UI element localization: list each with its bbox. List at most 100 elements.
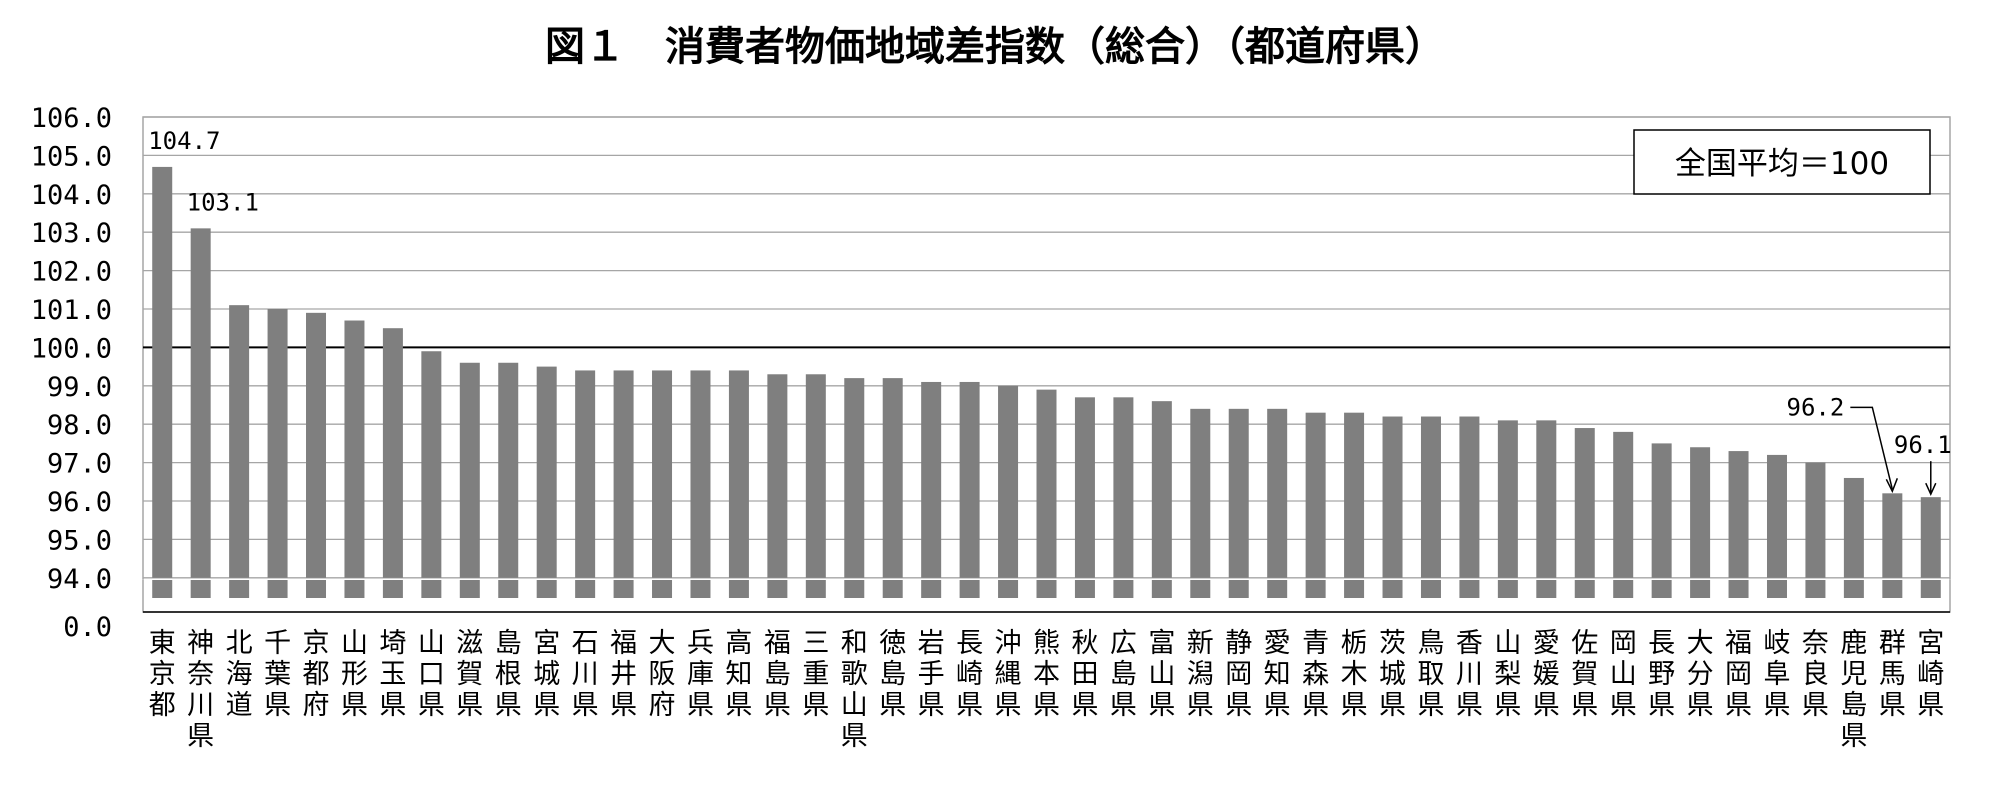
bar-base-segment — [1344, 580, 1365, 598]
category-label-char: 京 — [303, 628, 330, 659]
category-label: 大分県 — [1687, 628, 1714, 721]
category-label-char: 県 — [187, 721, 214, 752]
category-label-char: 三 — [802, 628, 829, 659]
y-tick-label: 99.0 — [47, 372, 112, 403]
legend: 全国平均＝100 — [1633, 129, 1931, 195]
category-label: 滋賀県 — [456, 628, 483, 721]
category-label: 秋田県 — [1071, 628, 1098, 721]
y-tick-label: 104.0 — [31, 180, 112, 211]
category-label: 長崎県 — [956, 628, 983, 721]
category-label: 鳥取県 — [1417, 628, 1444, 721]
category-label-char: 山 — [1494, 628, 1521, 659]
category-label-char: 県 — [341, 690, 368, 721]
category-label: 愛知県 — [1264, 628, 1291, 721]
category-label-char: 神 — [187, 628, 214, 659]
bar — [613, 370, 634, 578]
bar — [959, 381, 980, 578]
category-label: 高知県 — [725, 628, 752, 721]
category-label-char: 滋 — [456, 628, 483, 659]
category-label-char: 県 — [995, 690, 1022, 721]
bar-base-segment — [1690, 580, 1711, 598]
category-label-char: 岩 — [918, 628, 945, 659]
category-label-char: 川 — [572, 659, 599, 690]
category-label-char: 県 — [572, 690, 599, 721]
category-label-char: 県 — [533, 690, 560, 721]
category-label: 福島県 — [764, 628, 791, 721]
category-label-char: 新 — [1187, 628, 1214, 659]
bar-base-segment — [1113, 580, 1134, 598]
category-label-char: 愛 — [1264, 628, 1291, 659]
category-label-char: 広 — [1110, 628, 1137, 659]
category-label: 京都府 — [303, 628, 330, 721]
category-label-char: 本 — [1033, 659, 1060, 690]
category-label-char: 県 — [1802, 690, 1829, 721]
category-label: 岡山県 — [1610, 628, 1637, 721]
category-label-char: 県 — [1187, 690, 1214, 721]
bar — [190, 228, 211, 578]
category-label: 岐阜県 — [1763, 628, 1790, 721]
bar — [1074, 397, 1095, 578]
category-label-char: 山 — [418, 628, 445, 659]
category-label: 栃木県 — [1341, 628, 1368, 721]
bar-base-segment — [690, 580, 711, 598]
category-label: 北海道 — [226, 628, 253, 721]
category-label: 長野県 — [1648, 628, 1675, 721]
category-label-char: 海 — [226, 659, 253, 690]
category-label-char: 宮 — [1917, 628, 1944, 659]
bar — [728, 370, 749, 578]
category-label-char: 縄 — [995, 659, 1022, 690]
bar-base-segment — [1536, 580, 1557, 598]
category-label-char: 県 — [956, 690, 983, 721]
y-tick-label: 106.0 — [31, 103, 112, 134]
category-labels: 東京都神奈川県北海道千葉県京都府山形県埼玉県山口県滋賀県島根県宮城県石川県福井県… — [149, 628, 1945, 752]
category-label-char: 福 — [610, 628, 637, 659]
data-label: 104.7 — [148, 127, 220, 155]
category-label-char: 沖 — [995, 628, 1022, 659]
category-label: 千葉県 — [264, 628, 291, 721]
category-label: 島根県 — [495, 628, 522, 721]
bar-base-segment — [1805, 580, 1826, 598]
category-label-char: 崎 — [1917, 659, 1944, 690]
category-label-char: 県 — [495, 690, 522, 721]
category-label-char: 葉 — [264, 659, 291, 690]
bar — [1344, 412, 1365, 578]
category-label: 佐賀県 — [1571, 628, 1598, 721]
category-label-char: 県 — [1148, 690, 1175, 721]
category-label: 兵庫県 — [687, 628, 714, 721]
bar — [1190, 408, 1211, 578]
bar — [459, 362, 480, 578]
category-label-char: 木 — [1341, 659, 1368, 690]
category-label-char: 口 — [418, 659, 445, 690]
category-label-char: 井 — [610, 659, 637, 690]
bar — [1382, 416, 1403, 578]
bar-base-segment — [190, 580, 211, 598]
bar — [921, 381, 942, 578]
category-label: 徳島県 — [879, 628, 906, 721]
category-label: 埼玉県 — [379, 628, 406, 721]
category-label-char: 森 — [1302, 659, 1329, 690]
bar — [1574, 428, 1595, 578]
bar-base-segment — [1151, 580, 1172, 598]
category-label-char: 埼 — [379, 628, 406, 659]
category-label-char: 県 — [1494, 690, 1521, 721]
bar — [1497, 420, 1518, 578]
category-label-char: 県 — [1225, 690, 1252, 721]
category-label-char: 長 — [956, 628, 983, 659]
category-label-char: 兵 — [687, 628, 714, 659]
bar-base-segment — [267, 580, 288, 598]
bar-base-segment — [1766, 580, 1787, 598]
bar — [1805, 462, 1826, 578]
category-label-char: 県 — [725, 690, 752, 721]
category-label-char: 県 — [1110, 690, 1137, 721]
category-label-char: 梨 — [1494, 659, 1521, 690]
category-label-char: 野 — [1648, 659, 1675, 690]
category-label-char: 都 — [149, 690, 176, 721]
bar — [421, 351, 442, 578]
bar — [1843, 477, 1864, 578]
bar-base-segment — [652, 580, 673, 598]
category-label-char: 道 — [226, 690, 253, 721]
category-label-char: 県 — [841, 721, 868, 752]
category-label-char: 県 — [1264, 690, 1291, 721]
category-label-char: 大 — [1687, 628, 1714, 659]
